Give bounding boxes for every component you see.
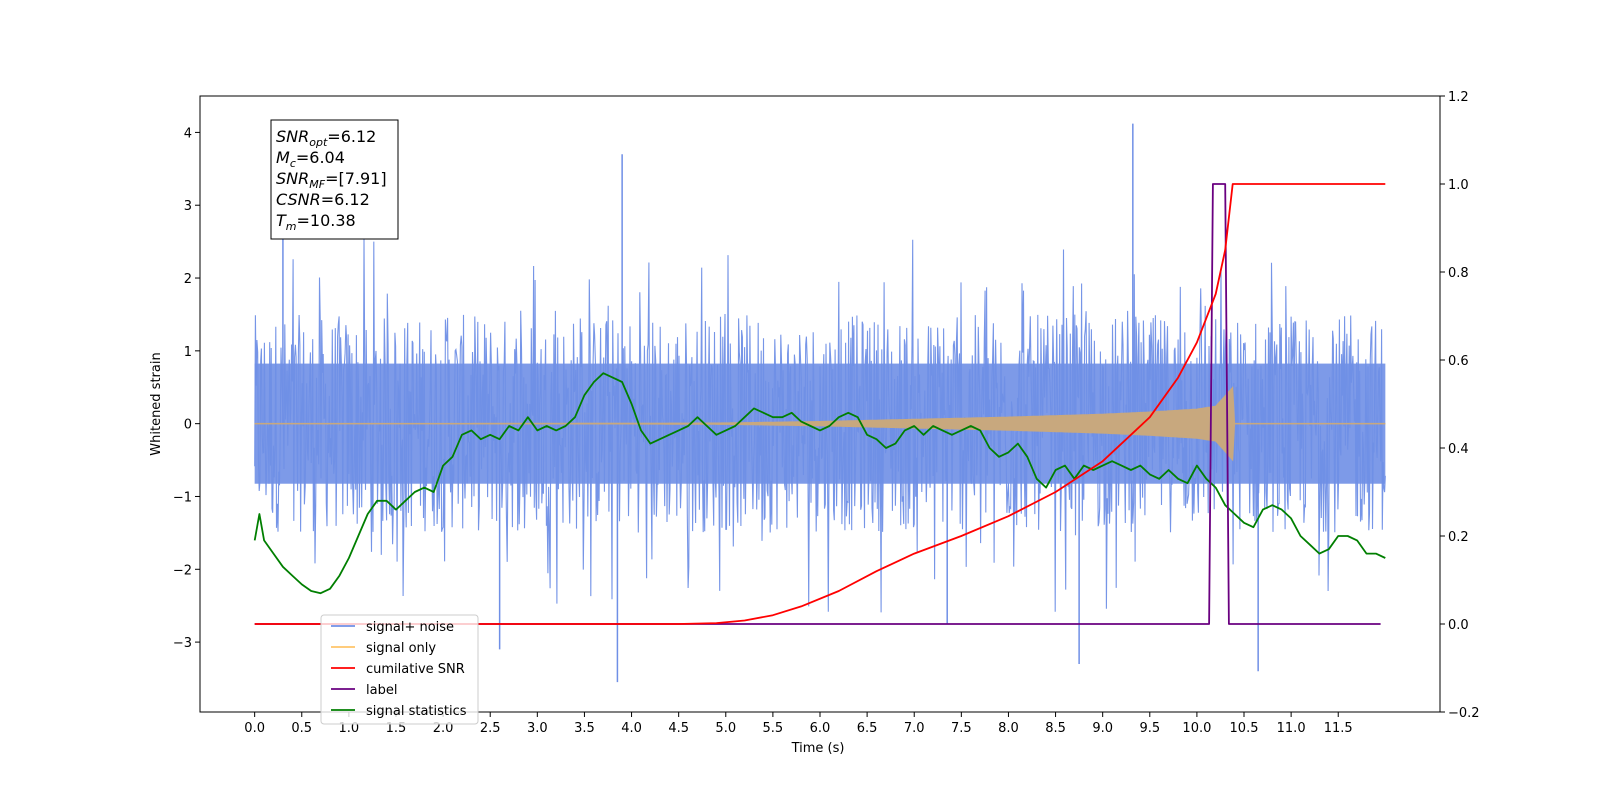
series-cumilative-snr [254, 183, 1386, 625]
legend-item-cumilative-snr: cumilative SNR [331, 662, 465, 677]
x-tick-label: 10.0 [1182, 721, 1211, 736]
y-tick-left-label: 0 [184, 418, 192, 433]
stats-box-frame [270, 119, 399, 240]
legend-label: cumilative SNR [366, 662, 465, 677]
y-tick-right-label: −0.2 [1448, 706, 1480, 721]
x-tick-label: 10.5 [1230, 721, 1259, 736]
x-tick-label: 0.5 [291, 721, 312, 736]
y-tick-left-label: 1 [184, 345, 192, 360]
x-tick-label: 11.0 [1277, 721, 1306, 736]
x-tick-label: 1.0 [339, 721, 360, 736]
y-tick-left-label: 2 [184, 272, 192, 287]
y-axis-label: Whitened strain [149, 352, 164, 455]
y-tick-right-label: 1.0 [1448, 178, 1469, 193]
series-label [254, 183, 1381, 625]
y-tick-right-label: 1.2 [1448, 90, 1469, 105]
x-tick-label: 3.0 [527, 721, 548, 736]
label-line [254, 183, 1381, 625]
legend-item-signal-only: signal only [331, 641, 436, 656]
x-tick-label: 7.0 [904, 721, 925, 736]
y-tick-right-label: 0.6 [1448, 354, 1469, 369]
stat-t-m: Tm=10.38 [276, 211, 356, 233]
x-tick-label: 5.5 [763, 721, 784, 736]
x-tick-label: 3.5 [574, 721, 595, 736]
stat-snr-opt: SNRopt=6.12 [276, 127, 376, 149]
x-tick-label: 9.0 [1092, 721, 1113, 736]
x-tick-label: 4.5 [668, 721, 689, 736]
x-tick-label: 6.5 [857, 721, 878, 736]
x-tick-label: 4.0 [621, 721, 642, 736]
x-tick-label: 8.5 [1045, 721, 1066, 736]
legend-label: label [366, 683, 397, 698]
x-tick-label: 8.0 [998, 721, 1019, 736]
y-tick-left-label: 4 [184, 126, 192, 141]
plot-area [253, 123, 1386, 683]
x-tick-label: 11.5 [1324, 721, 1353, 736]
y-tick-right-label: 0.8 [1448, 266, 1469, 281]
y-tick-right-label: 0.4 [1448, 442, 1469, 457]
x-tick-label: 2.0 [433, 721, 454, 736]
series-signal-statistics [253, 372, 1386, 595]
legend-label: signal statistics [366, 704, 467, 719]
series-signal-only [254, 386, 1386, 462]
x-tick-label: 6.0 [810, 721, 831, 736]
y-tick-left-label: −1 [173, 490, 192, 505]
legend-item-label: label [331, 683, 397, 698]
x-axis-label: Time (s) [791, 741, 845, 756]
x-tick-label: 2.5 [480, 721, 501, 736]
x-tick-label: 7.5 [951, 721, 972, 736]
y-tick-right-label: 0.2 [1448, 530, 1469, 545]
x-tick-label: 0.0 [244, 721, 265, 736]
legend-item-signal-statistics: signal statistics [331, 704, 467, 719]
stat-snr-mf: SNRMF=[7.91] [276, 169, 387, 191]
x-tick-label: 5.0 [715, 721, 736, 736]
x-tick-label: 9.5 [1139, 721, 1160, 736]
legend-label: signal+ noise [366, 620, 454, 635]
cumilative-snr-line [254, 183, 1386, 625]
legend-item-signal-noise: signal+ noise [331, 620, 454, 635]
x-tick-label: 1.5 [386, 721, 407, 736]
y-tick-left-label: −2 [173, 563, 192, 578]
y-tick-right-label: 0.0 [1448, 618, 1469, 633]
axes: 0.0 0.5 1.0 1.5 2.0 2.5 3.0 3.5 4.0 4.5 5.0 5.5 6.0 6… [173, 90, 1480, 736]
y-tick-left-label: −3 [173, 636, 192, 651]
legend: signal+ noise signal only cumilative SNR la… [320, 614, 479, 725]
stat-csnr: CSNR=6.12 [276, 190, 370, 209]
stat-m-c: Mc=6.04 [276, 148, 345, 170]
legend-label: signal only [366, 641, 436, 656]
legend-frame [320, 614, 479, 725]
y-tick-left-label: 3 [184, 199, 192, 214]
signal-statistics-line [253, 372, 1386, 595]
